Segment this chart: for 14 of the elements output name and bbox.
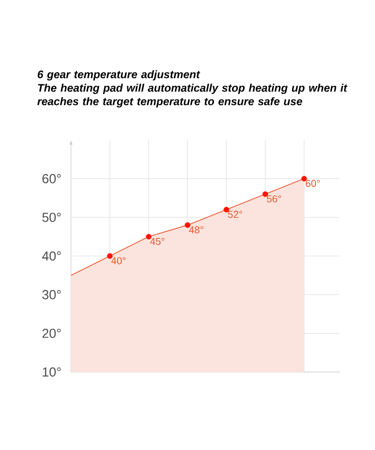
- y-tick-label: 60°: [42, 174, 61, 184]
- y-tick-label: 50°: [42, 212, 61, 222]
- data-label: 40°: [111, 257, 126, 264]
- chart-subtitle: The heating pad will automatically stop heating up when it reaches the target temperature to ensure safe use: [37, 84, 348, 108]
- y-tick-label: 40°: [42, 251, 61, 261]
- data-label: 60°: [306, 180, 320, 187]
- data-label: 48°: [188, 226, 204, 234]
- data-label: 45°: [150, 238, 164, 245]
- y-tick-label: 20°: [42, 328, 61, 338]
- y-tick-label: 30°: [42, 290, 61, 300]
- data-label: 56°: [266, 195, 281, 202]
- data-label: 52°: [228, 210, 242, 218]
- chart-title: 6 gear temperature adjustment: [38, 70, 200, 80]
- y-tick-label: 10°: [42, 367, 61, 377]
